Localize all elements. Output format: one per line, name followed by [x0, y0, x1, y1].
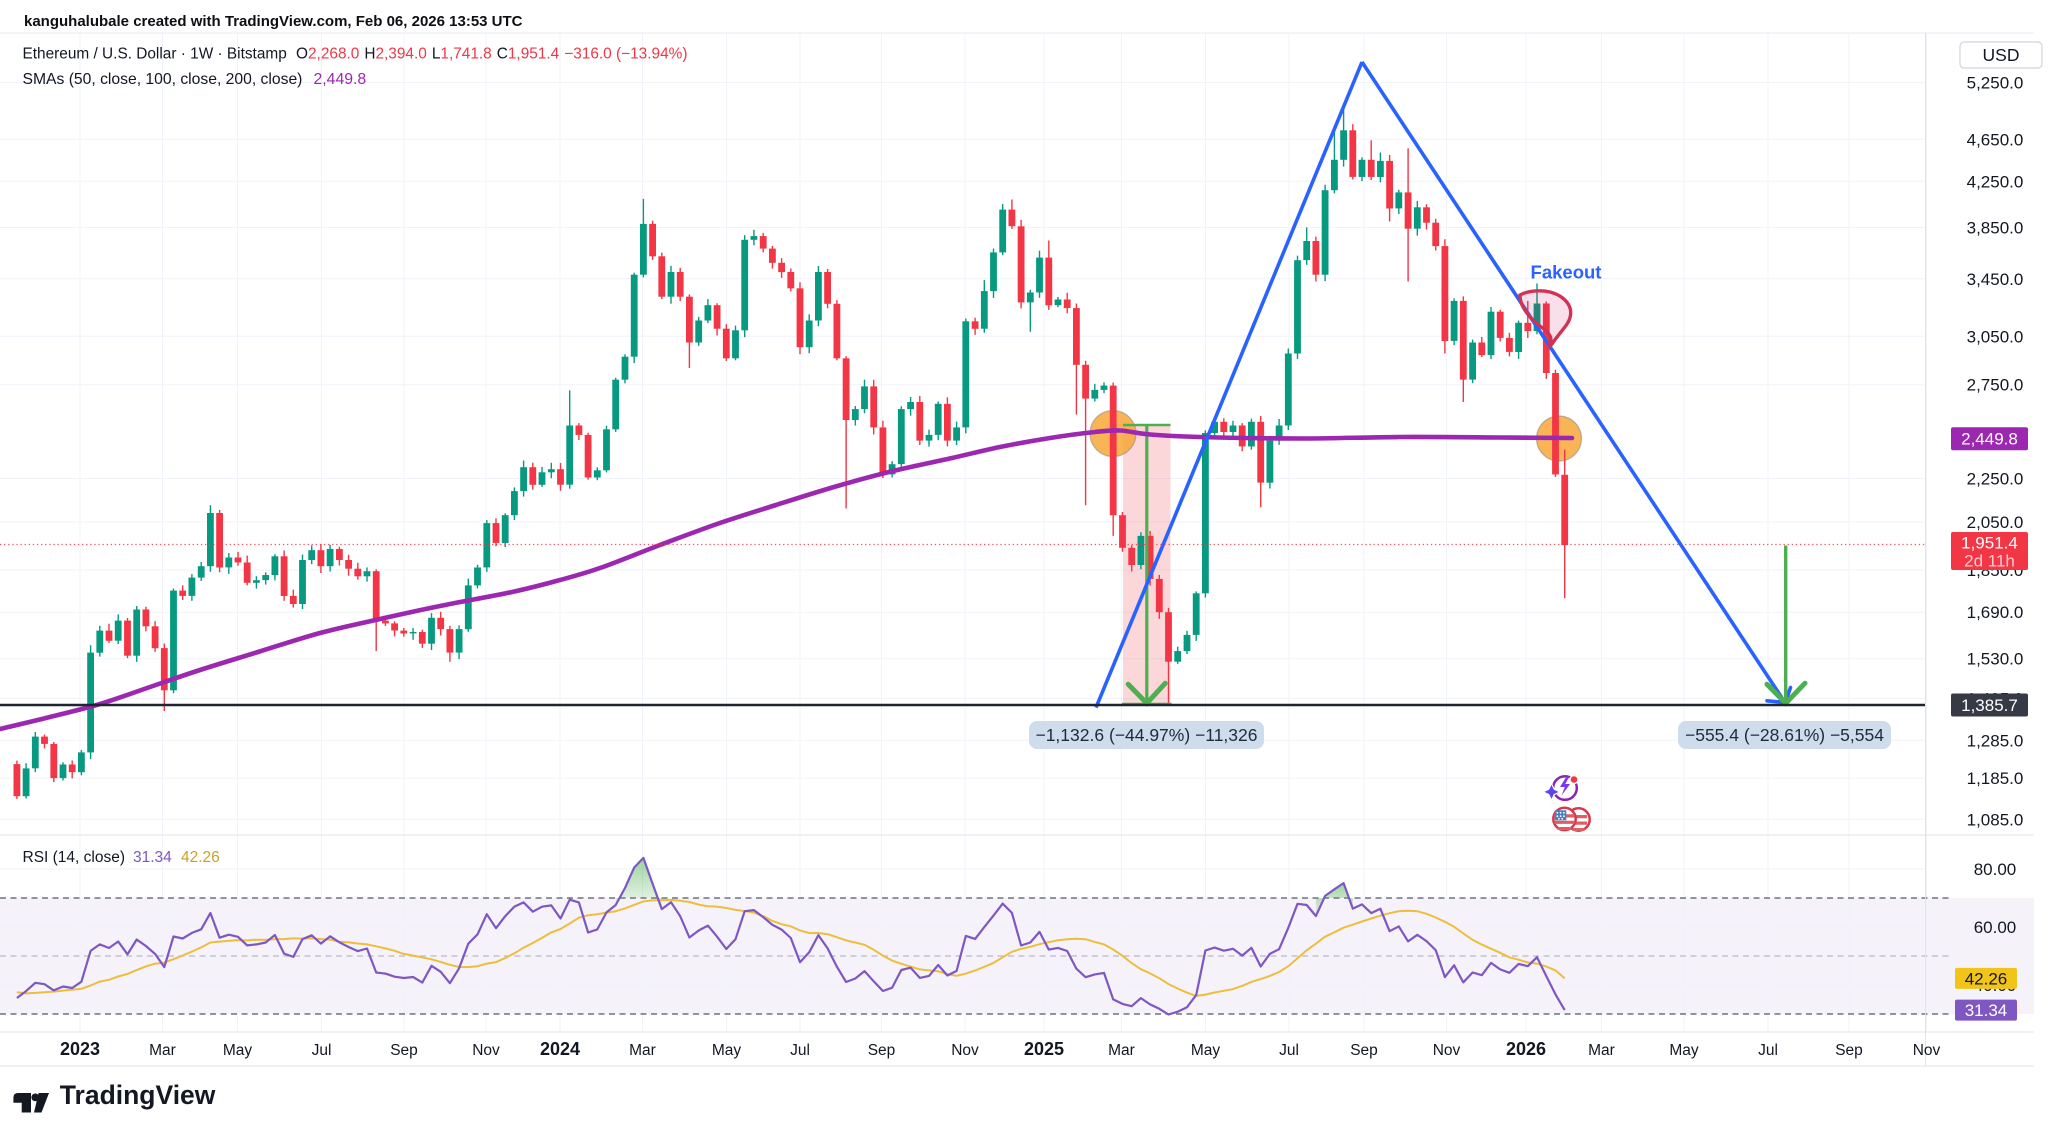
svg-text:USD: USD — [1983, 45, 2020, 65]
svg-text:May: May — [223, 1042, 253, 1059]
svg-text:5,250.0: 5,250.0 — [1967, 74, 2024, 93]
svg-text:May: May — [712, 1042, 742, 1059]
svg-text:80.00: 80.00 — [1974, 860, 2017, 879]
svg-text:3,850.0: 3,850.0 — [1967, 219, 2024, 238]
svg-text:4,650.0: 4,650.0 — [1967, 130, 2024, 149]
svg-text:May: May — [1191, 1042, 1221, 1059]
svg-text:2,050.0: 2,050.0 — [1967, 513, 2024, 532]
svg-text:RSI (14, close): RSI (14, close) — [23, 849, 126, 866]
svg-text:Jul: Jul — [312, 1042, 332, 1059]
svg-text:Mar: Mar — [1108, 1042, 1135, 1059]
svg-text:kanguhalubale created with Tra: kanguhalubale created with TradingView.c… — [24, 13, 523, 30]
svg-text:2,449.8: 2,449.8 — [314, 71, 367, 88]
svg-text:42.26: 42.26 — [181, 849, 220, 866]
svg-text:42.26: 42.26 — [1965, 969, 2008, 988]
svg-text:Sep: Sep — [868, 1042, 896, 1059]
svg-text:1,085.0: 1,085.0 — [1967, 810, 2024, 829]
svg-text:2,750.0: 2,750.0 — [1967, 376, 2024, 395]
svg-text:Jul: Jul — [1758, 1042, 1778, 1059]
svg-text:Fakeout: Fakeout — [1531, 262, 1602, 283]
svg-text:31.34: 31.34 — [1965, 1001, 2008, 1020]
svg-text:4,250.0: 4,250.0 — [1967, 172, 2024, 191]
svg-text:2,449.8: 2,449.8 — [1961, 430, 2018, 449]
svg-text:TradingView: TradingView — [60, 1080, 216, 1110]
svg-text:May: May — [1669, 1042, 1699, 1059]
svg-text:2d 11h: 2d 11h — [1964, 552, 2015, 571]
svg-text:3,450.0: 3,450.0 — [1967, 270, 2024, 289]
svg-text:1,185.0: 1,185.0 — [1967, 769, 2024, 788]
svg-text:Mar: Mar — [149, 1042, 176, 1059]
svg-text:1,530.0: 1,530.0 — [1967, 650, 2024, 669]
svg-text:2026: 2026 — [1506, 1039, 1546, 1059]
svg-text:60.00: 60.00 — [1974, 918, 2017, 937]
svg-text:Jul: Jul — [790, 1042, 810, 1059]
svg-text:31.34: 31.34 — [133, 849, 172, 866]
svg-text:1,385.7: 1,385.7 — [1961, 696, 2018, 715]
svg-text:Nov: Nov — [1913, 1042, 1941, 1059]
svg-text:Nov: Nov — [472, 1042, 500, 1059]
svg-text:2023: 2023 — [60, 1039, 100, 1059]
svg-text:Mar: Mar — [629, 1042, 656, 1059]
svg-text:−1,132.6 (−44.97%) −11,326: −1,132.6 (−44.97%) −11,326 — [1035, 725, 1257, 745]
svg-text:Sep: Sep — [390, 1042, 418, 1059]
svg-text:1,285.0: 1,285.0 — [1967, 731, 2024, 750]
svg-text:O2,268.0H2,394.0L1,741.8C1,951: O2,268.0 H2,394.0 L1,741.8 C1,951.4 −316.0 (… — [296, 46, 687, 63]
svg-text:2025: 2025 — [1024, 1039, 1064, 1059]
svg-text:Nov: Nov — [1433, 1042, 1461, 1059]
svg-text:2,250.0: 2,250.0 — [1967, 470, 2024, 489]
svg-text:Sep: Sep — [1835, 1042, 1863, 1059]
svg-text:Mar: Mar — [1588, 1042, 1615, 1059]
svg-text:1,690.0: 1,690.0 — [1967, 603, 2024, 622]
svg-text:2024: 2024 — [540, 1039, 580, 1059]
svg-text:3,050.0: 3,050.0 — [1967, 327, 2024, 346]
svg-text:Ethereum / U.S. Dollar · 1W ·: Ethereum / U.S. Dollar · 1W · Bitstamp — [23, 46, 287, 63]
svg-text:1,951.4: 1,951.4 — [1961, 534, 2018, 553]
svg-text:Jul: Jul — [1279, 1042, 1299, 1059]
svg-text:SMAs (50, close, 100, close, 2: SMAs (50, close, 100, close, 200, close) — [23, 71, 303, 88]
svg-text:Sep: Sep — [1350, 1042, 1378, 1059]
svg-text:Nov: Nov — [951, 1042, 979, 1059]
svg-text:−555.4 (−28.61%) −5,554: −555.4 (−28.61%) −5,554 — [1685, 725, 1884, 745]
